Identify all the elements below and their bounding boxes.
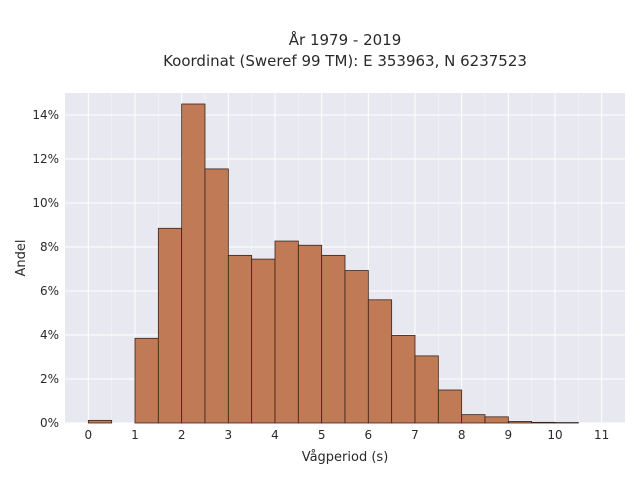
histogram-bar-14 xyxy=(414,355,439,424)
x-axis-ticks: 0 1 2 3 4 5 6 7 8 9 10 11 xyxy=(85,428,610,442)
histogram-bar-11 xyxy=(344,270,369,424)
histogram-bar-4 xyxy=(181,103,206,424)
x-tick-label: 4 xyxy=(271,428,279,442)
histogram-bar-6 xyxy=(227,254,253,424)
y-axis-ticks: 0% 2% 4% 6% 8% 10% 12% 14% xyxy=(32,108,59,430)
y-tick-label: 8% xyxy=(40,240,59,254)
x-tick-label: 1 xyxy=(131,428,139,442)
x-tick-label: 7 xyxy=(411,428,419,442)
x-tick-label: 8 xyxy=(458,428,466,442)
y-tick-label: 0% xyxy=(40,416,59,430)
y-tick-label: 12% xyxy=(32,152,59,166)
histogram-bar-19 xyxy=(531,421,556,424)
histogram-bar-2 xyxy=(134,337,159,424)
histogram-bar-5 xyxy=(204,168,229,424)
x-tick-label: 6 xyxy=(365,428,373,442)
x-tick-label: 3 xyxy=(225,428,233,442)
histogram-bar-9 xyxy=(297,244,323,424)
histogram-bar-10 xyxy=(321,254,346,424)
bars xyxy=(87,103,579,424)
chart-title-line-2: Koordinat (Sweref 99 TM): E 353963, N 62… xyxy=(163,52,527,70)
y-axis-label: Andel xyxy=(14,240,29,277)
histogram-bar-8 xyxy=(274,240,299,424)
x-axis-label: Vågperiod (s) xyxy=(302,450,389,465)
histogram-bar-7 xyxy=(251,258,276,424)
x-tick-label: 11 xyxy=(594,428,609,442)
histogram-bar-12 xyxy=(367,299,393,424)
x-tick-label: 0 xyxy=(85,428,93,442)
y-tick-label: 14% xyxy=(32,108,59,122)
histogram-bar-18 xyxy=(507,421,533,424)
x-tick-label: 5 xyxy=(318,428,326,442)
x-tick-label: 2 xyxy=(178,428,186,442)
y-tick-label: 6% xyxy=(40,284,59,298)
x-tick-label: 9 xyxy=(505,428,513,442)
y-tick-label: 10% xyxy=(32,196,59,210)
chart-title-line-1: År 1979 - 2019 xyxy=(289,30,402,49)
histogram-bar-15 xyxy=(437,389,463,424)
histogram-bar-13 xyxy=(391,335,416,424)
x-tick-label: 10 xyxy=(547,428,562,442)
histogram-bar-0 xyxy=(87,419,113,424)
histogram-bar-16 xyxy=(461,414,486,424)
y-tick-label: 2% xyxy=(40,372,59,386)
histogram-bar-17 xyxy=(484,416,509,424)
y-tick-label: 4% xyxy=(40,328,59,342)
histogram-bar-3 xyxy=(157,227,183,424)
